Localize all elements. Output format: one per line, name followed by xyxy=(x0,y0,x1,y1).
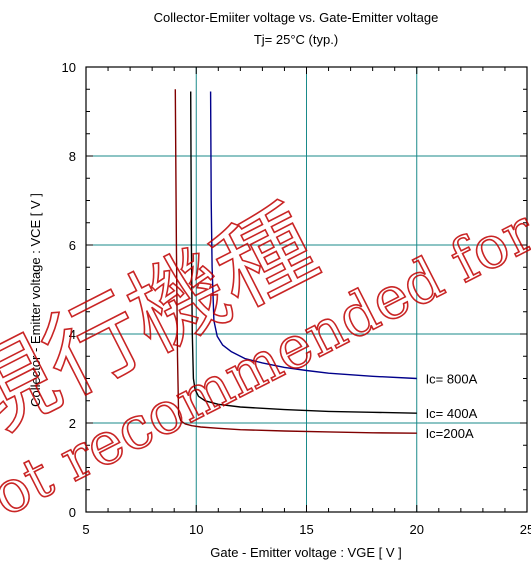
series-line xyxy=(209,91,417,380)
x-tick-label: 20 xyxy=(410,522,424,537)
y-tick-label: 8 xyxy=(69,149,76,164)
y-tick-label: 10 xyxy=(62,60,76,75)
x-axis-label: Gate - Emitter voltage : VGE [ V ] xyxy=(210,545,401,560)
y-tick-label: 0 xyxy=(69,505,76,520)
series-annotation: Ic= 800A xyxy=(426,372,478,387)
plot-area xyxy=(85,66,528,513)
ticks xyxy=(85,66,528,513)
series-line xyxy=(174,89,417,434)
series xyxy=(174,89,417,434)
y-tick-label: 2 xyxy=(69,416,76,431)
chart-subtitle: Tj= 25°C (typ.) xyxy=(254,32,338,47)
series-annotation: Ic= 400A xyxy=(426,406,478,421)
x-tick-label: 5 xyxy=(82,522,89,537)
watermark: 現行機種 Not recommended for new design. xyxy=(0,28,531,554)
series-annotation: Ic=200A xyxy=(426,426,474,441)
x-tick-label: 25 xyxy=(520,522,531,537)
y-axis-label: Collector - Emitter voltage : VCE [ V ] xyxy=(28,193,43,407)
series-line xyxy=(190,91,417,414)
x-tick-label: 15 xyxy=(299,522,313,537)
grid xyxy=(86,67,527,512)
y-tick-label: 6 xyxy=(69,238,76,253)
x-tick-label: 10 xyxy=(189,522,203,537)
tick-labels: 5 10 15 20 25 0 2 4 6 8 10 xyxy=(62,60,531,537)
chart-title: Collector-Emiiter voltage vs. Gate-Emitt… xyxy=(154,10,439,25)
y-tick-label: 4 xyxy=(69,327,76,342)
annotations: Ic= 800A Ic= 400A Ic=200A xyxy=(426,372,478,442)
